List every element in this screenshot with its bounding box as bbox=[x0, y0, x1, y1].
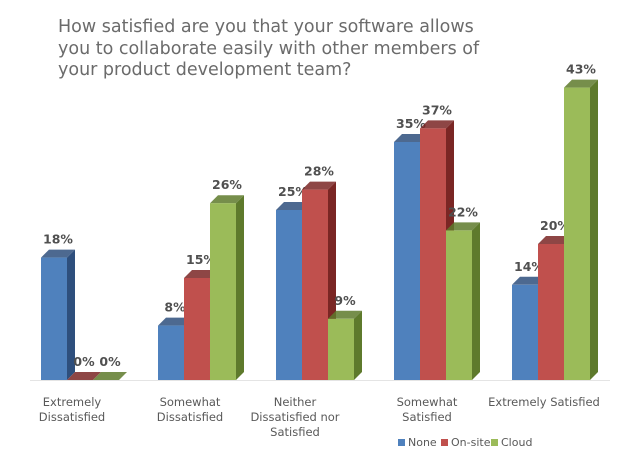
category-label: Extremely Dissatisfied bbox=[39, 395, 105, 424]
category-label-line: Dissatisfied nor bbox=[250, 410, 339, 424]
bar-side bbox=[590, 79, 598, 380]
bar-top bbox=[41, 249, 75, 258]
bar-front bbox=[446, 230, 472, 380]
data-label: 37% bbox=[422, 102, 452, 117]
bar-top bbox=[538, 236, 572, 244]
data-label: 43% bbox=[566, 62, 596, 77]
data-label: 14% bbox=[514, 259, 544, 274]
chart-title-line: you to collaborate easily with other mem… bbox=[58, 38, 480, 59]
bar-front bbox=[564, 87, 590, 380]
legend-swatch bbox=[441, 439, 448, 446]
bar-top bbox=[67, 372, 101, 380]
data-label: 28% bbox=[304, 164, 334, 179]
bar-front bbox=[184, 278, 210, 380]
legend-item: None bbox=[398, 436, 437, 449]
bar-top bbox=[184, 270, 218, 278]
bar-front bbox=[420, 128, 446, 380]
legend-swatch bbox=[491, 439, 498, 446]
legend-swatch bbox=[398, 439, 405, 446]
data-label: 9% bbox=[334, 293, 356, 308]
data-label: 35% bbox=[396, 116, 426, 131]
bar-side bbox=[472, 222, 480, 380]
data-label: 26% bbox=[212, 177, 242, 192]
category-label: Somewhat Dissatisfied bbox=[157, 395, 223, 424]
legend-item: Cloud bbox=[491, 436, 532, 449]
bar-top bbox=[93, 372, 127, 380]
bar-front bbox=[512, 284, 538, 380]
chart-title-line: How satisfied are you that your software… bbox=[58, 17, 474, 37]
legend-label: None bbox=[408, 436, 437, 449]
bar-front bbox=[302, 189, 328, 380]
bar bbox=[210, 195, 244, 380]
category-label-line: Satisfied bbox=[402, 410, 452, 424]
bar bbox=[446, 222, 480, 380]
bar-top bbox=[420, 120, 454, 129]
bar-top bbox=[302, 181, 336, 190]
bar-front bbox=[41, 257, 67, 380]
category-label-line: Satisfied bbox=[270, 425, 320, 439]
bar-top bbox=[394, 134, 428, 142]
category-label-line: Somewhat bbox=[160, 395, 221, 409]
data-label: 0% bbox=[99, 354, 121, 369]
bar-top bbox=[512, 276, 546, 285]
bar-top bbox=[328, 310, 362, 319]
bar-top bbox=[210, 195, 244, 204]
data-label: 15% bbox=[186, 252, 216, 267]
legend-item: On-site bbox=[441, 436, 491, 449]
bar-side bbox=[236, 195, 244, 380]
category-label: Somewhat Satisfied bbox=[397, 395, 458, 424]
bar-front bbox=[158, 325, 184, 380]
bar-top bbox=[446, 222, 480, 231]
category-label: Extremely Satisfied bbox=[488, 395, 600, 409]
chart-title: How satisfied are you that your software… bbox=[58, 17, 480, 82]
bar bbox=[41, 249, 75, 380]
category-label-line: Extremely Satisfied bbox=[488, 395, 600, 409]
bar-front bbox=[328, 318, 354, 380]
data-label: 8% bbox=[164, 300, 186, 315]
bar-top bbox=[276, 202, 310, 210]
bar-front bbox=[538, 244, 564, 380]
bar bbox=[67, 372, 101, 380]
data-label: 20% bbox=[540, 218, 570, 233]
data-label: 25% bbox=[278, 184, 308, 199]
category-label-line: Neither bbox=[274, 395, 317, 409]
bar-top bbox=[158, 317, 192, 326]
bar bbox=[328, 310, 362, 380]
data-label: 18% bbox=[43, 232, 73, 247]
chart-title-line: your product development team? bbox=[58, 60, 352, 80]
bar bbox=[93, 372, 127, 380]
bar-side bbox=[67, 249, 75, 380]
category-label: Neither Dissatisfied nor Satisfied bbox=[250, 395, 339, 439]
category-label-line: Somewhat bbox=[397, 395, 458, 409]
bar bbox=[564, 79, 598, 380]
bar-front bbox=[394, 142, 420, 380]
legend-label: Cloud bbox=[501, 436, 532, 449]
bar-side bbox=[354, 310, 362, 380]
data-label: 22% bbox=[448, 204, 478, 219]
bar bbox=[420, 120, 454, 381]
category-label-line: Dissatisfied bbox=[39, 410, 105, 424]
category-label-line: Dissatisfied bbox=[157, 410, 223, 424]
category-label-line: Extremely bbox=[43, 395, 102, 409]
bar-top bbox=[564, 79, 598, 88]
data-label: 0% bbox=[73, 354, 95, 369]
legend-label: On-site bbox=[451, 436, 491, 449]
bar-front bbox=[210, 203, 236, 380]
bar-front bbox=[276, 210, 302, 380]
